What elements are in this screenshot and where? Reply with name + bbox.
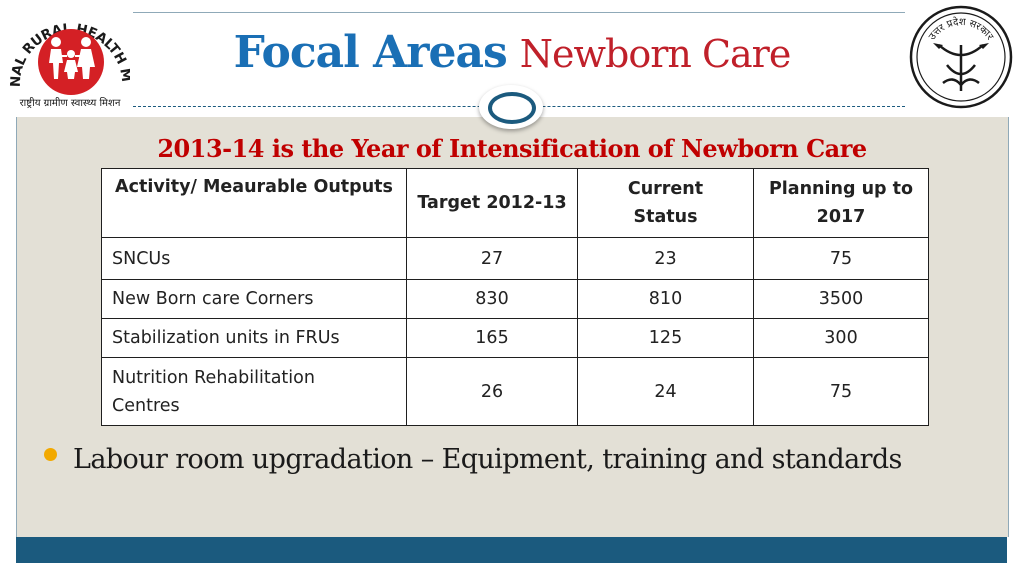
family-icon [49,37,95,79]
cell-planning: 300 [753,318,929,358]
title-topic: Newborn Care [519,32,792,76]
bullet-dot-icon [44,448,57,461]
footer-bar [16,537,1007,563]
top-rule [133,12,905,13]
table-row: Nutrition Rehabilitation Centres 26 24 7… [101,357,929,426]
cell-planning: 3500 [753,279,929,319]
oval-ornament [479,85,543,129]
cell-activity: New Born care Corners [101,279,407,319]
title-focal: Focal Areas [233,27,508,78]
bullet-text: Labour room upgradation – Equipment, tra… [73,444,902,475]
table-row: New Born care Corners 830 810 3500 [101,279,929,319]
header-target: Target 2012-13 [406,168,578,238]
cell-target: 165 [406,318,578,358]
nrhm-logo: NATIONAL RURAL HEALTH MISSION राष्ट्रीय … [4,2,130,109]
subtitle: 2013-14 is the Year of Intensification o… [157,134,867,163]
cell-current: 125 [577,318,754,358]
cell-planning: 75 [753,237,929,280]
cell-target: 26 [406,357,578,426]
cell-current: 810 [577,279,754,319]
bullet-item: Labour room upgradation – Equipment, tra… [44,440,1004,480]
header-current-text: Current Status [627,179,704,227]
table-header-row: Activity/ Meaurable Outputs Target 2012-… [101,168,929,238]
up-govt-emblem-icon [938,44,984,91]
page-title: Focal Areas Newborn Care [0,26,1024,81]
header-current: Current Status [577,168,754,238]
cell-current: 24 [577,357,754,426]
nrhm-hindi-text: राष्ट्रीय ग्रामीण स्वास्थ्य मिशन [20,97,121,109]
cell-activity: SNCUs [101,237,407,280]
outputs-table: Activity/ Meaurable Outputs Target 2012-… [101,168,929,426]
header-planning: Planning up to 2017 [753,168,929,238]
cell-activity: Stabilization units in FRUs [101,318,407,358]
table-row: SNCUs 27 23 75 [101,237,929,280]
table-row: Stabilization units in FRUs 165 125 300 [101,318,929,358]
cell-target: 830 [406,279,578,319]
up-govt-logo: उत्तर प्रदेश सरकार [909,5,1013,109]
cell-activity-text: Nutrition Rehabilitation Centres [112,367,315,416]
cell-planning: 75 [753,357,929,426]
header-activity: Activity/ Meaurable Outputs [101,168,407,238]
cell-activity: Nutrition Rehabilitation Centres [101,357,407,426]
cell-current: 23 [577,237,754,280]
cell-target: 27 [406,237,578,280]
